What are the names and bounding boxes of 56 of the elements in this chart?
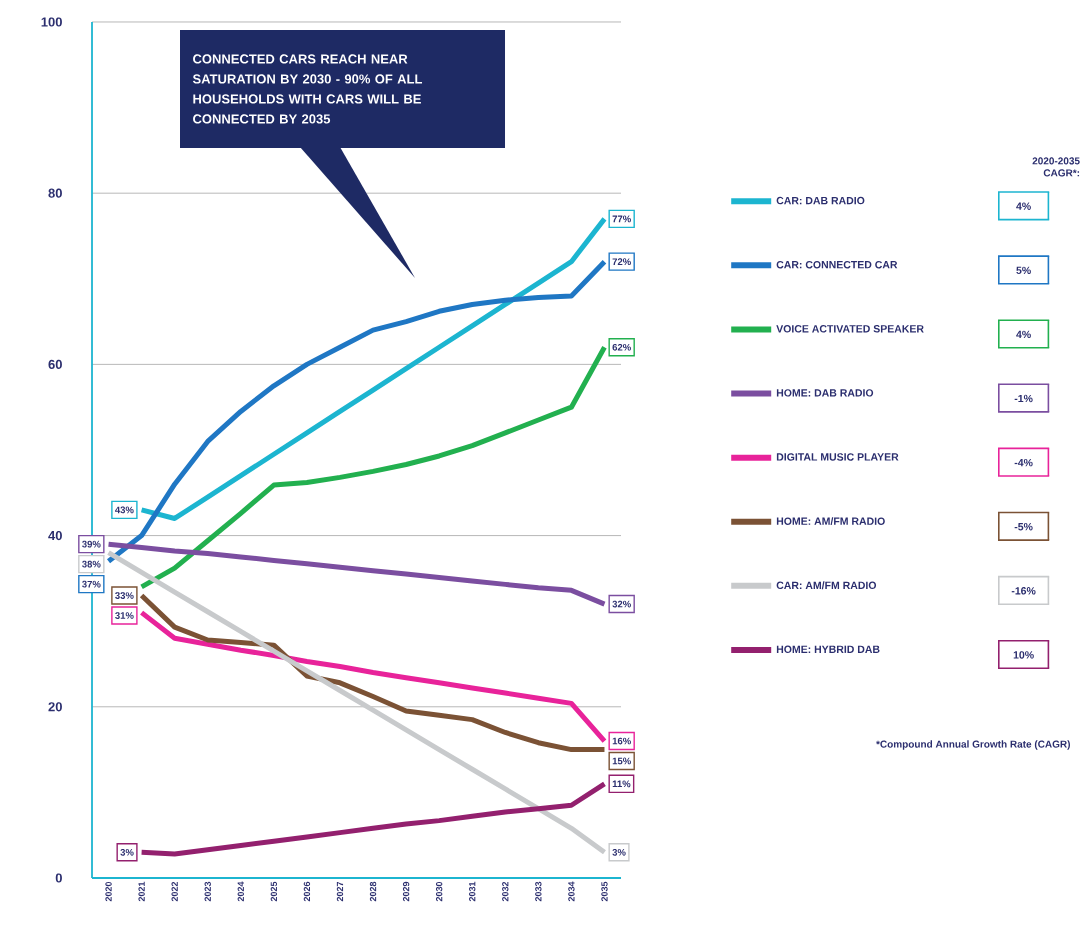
- data-label: 33%: [115, 592, 134, 599]
- x-tick-label: 2026: [303, 881, 311, 902]
- x-tick-label: 2023: [204, 881, 211, 902]
- legend-label: HOME: AM/FM RADIO: [776, 517, 885, 526]
- legend-label: HOME: DAB RADIO: [776, 389, 874, 397]
- x-tick-label: 2031: [469, 881, 476, 902]
- legend-label: CAR: CONNECTED CAR: [776, 260, 898, 269]
- data-label: 3%: [612, 848, 626, 856]
- y-tick-label: 80: [48, 188, 62, 198]
- x-tick-label: 2021: [138, 881, 145, 902]
- x-tick-label: 2030: [435, 881, 443, 902]
- x-tick-label: 2024: [237, 881, 244, 902]
- data-label: 16%: [612, 737, 631, 745]
- data-label: 37%: [82, 580, 101, 588]
- x-tick-label: 2035: [601, 881, 608, 902]
- data-label: 77%: [612, 215, 631, 223]
- y-tick-label: 60: [48, 359, 62, 369]
- data-label: 38%: [82, 560, 101, 568]
- legend-label: DIGITAL MUSIC PLAYER: [776, 453, 899, 461]
- legend-label: CAR: DAB RADIO: [776, 196, 865, 205]
- legend-label: HOME: HYBRID DAB: [776, 645, 880, 653]
- data-label: 31%: [115, 612, 134, 619]
- y-tick-label: 40: [48, 530, 62, 541]
- legend-label: VOICE ACTIVATED SPEAKER: [776, 325, 924, 333]
- x-tick-label: 2020: [105, 881, 112, 902]
- text: -5%: [1014, 523, 1033, 531]
- data-label: 43%: [115, 506, 134, 514]
- text: 5%: [1016, 266, 1031, 275]
- x-tick-label: 2025: [270, 881, 278, 902]
- x-tick-label: 2033: [535, 881, 542, 902]
- text: 4%: [1016, 330, 1031, 339]
- x-tick-label: 2032: [502, 881, 509, 902]
- x-tick-label: 2034: [568, 881, 575, 902]
- data-label: 32%: [612, 600, 631, 608]
- text: -16%: [1011, 587, 1036, 595]
- x-tick-label: 2027: [336, 881, 344, 902]
- y-tick-label: 20: [48, 702, 62, 712]
- annotation: CONNECTED CARS REACH NEAR SATURATION BY 2030 - 90% OF ALL HOUSEHOLDS WITH CARS WILL BE CONNECTED BY 2035: [192, 54, 423, 124]
- text: 4%: [1016, 202, 1031, 210]
- data-label: 72%: [612, 258, 631, 266]
- data-label: 39%: [82, 540, 101, 548]
- x-tick-label: 2022: [171, 881, 178, 902]
- data-label: 15%: [612, 757, 631, 765]
- text: 10%: [1013, 651, 1034, 659]
- x-tick-label: 2029: [402, 881, 410, 902]
- x-tick-label: 2028: [369, 881, 377, 902]
- text: -1%: [1014, 394, 1033, 403]
- text: -4%: [1014, 458, 1033, 467]
- data-label: 62%: [612, 343, 631, 351]
- data-label: 3%: [120, 848, 134, 856]
- data-label: 11%: [612, 780, 631, 788]
- text: *Compound Annual Growth Rate (CAGR): [876, 740, 1070, 750]
- legend-label: CAR: AM/FM RADIO: [776, 581, 877, 590]
- legend-title: 2020-2035 CAGR*:: [1032, 157, 1080, 177]
- y-tick-label: 0: [55, 873, 62, 883]
- y-tick-label: 100: [41, 17, 62, 27]
